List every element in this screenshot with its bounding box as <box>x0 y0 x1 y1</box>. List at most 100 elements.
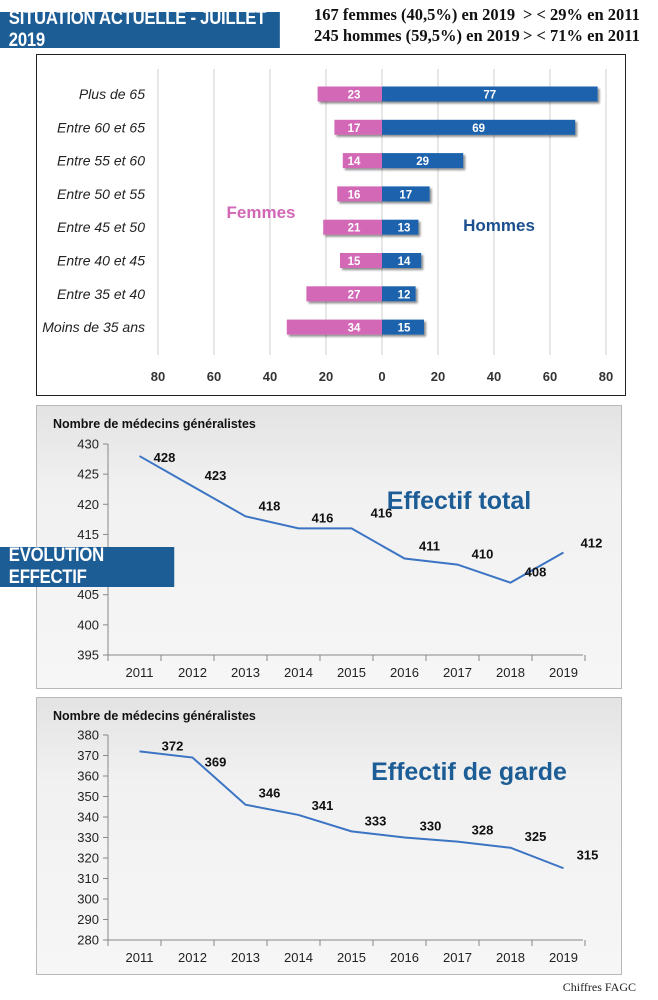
data-label: 372 <box>162 738 184 753</box>
data-label: 341 <box>312 798 334 813</box>
stat-men-2011: > < 71% en 2011 <box>523 26 640 45</box>
data-label: 330 <box>420 819 442 834</box>
data-label: 416 <box>371 505 393 520</box>
x-tick-label: 2011 <box>126 950 154 965</box>
y-tick-label: 360 <box>77 769 99 784</box>
bar-femmes <box>340 253 382 268</box>
series-line <box>139 750 564 870</box>
femmes-value-label: 23 <box>348 90 361 102</box>
y-tick-label: 380 <box>77 728 99 743</box>
x-tick-label: 0 <box>378 369 385 384</box>
data-label: 346 <box>259 786 281 801</box>
bar-femmes <box>342 153 382 169</box>
legend-femmes: Femmes <box>227 203 296 222</box>
stat-men: 245 hommes (59,5%) en 2019 <box>314 26 520 45</box>
x-tick-label: 2013 <box>231 950 260 965</box>
age-group-label: Entre 35 et 40 <box>57 286 145 302</box>
y-axis-title: Nombre de médecins généralistes <box>53 709 256 723</box>
data-label: 410 <box>472 547 494 562</box>
x-tick-label: 2019 <box>549 950 578 965</box>
y-tick-label: 330 <box>77 830 99 845</box>
x-tick-label: 60 <box>207 369 221 384</box>
y-tick-label: 425 <box>77 467 99 482</box>
x-tick-label: 2011 <box>126 665 154 680</box>
bar-hommes <box>382 253 422 268</box>
x-tick-label: 2012 <box>178 665 207 680</box>
x-tick-label: 2018 <box>496 665 525 680</box>
x-tick-label: 2013 <box>231 665 260 680</box>
bar-femmes <box>334 119 382 135</box>
x-tick-label: 2019 <box>549 665 578 680</box>
data-label: 418 <box>259 498 281 513</box>
hommes-value-label: 14 <box>398 256 411 268</box>
x-tick-label: 80 <box>599 369 613 384</box>
stat-women: 167 femmes (40,5%) en 2019 <box>314 5 516 24</box>
header-title-banner: SITUATION ACTUELLE - JUILLET 2019 <box>0 8 280 51</box>
y-tick-label: 395 <box>77 648 99 663</box>
y-tick-label: 350 <box>77 789 99 804</box>
stat-women-2011: > < 29% en 2011 <box>523 5 640 24</box>
x-tick-label: 2012 <box>178 950 207 965</box>
y-tick-label: 340 <box>77 810 99 825</box>
x-tick-label: 2015 <box>337 665 366 680</box>
bar-hommes <box>382 119 576 135</box>
y-tick-label: 370 <box>77 748 99 763</box>
x-tick-label: 40 <box>263 369 277 384</box>
chart-title: Effectif de garde <box>371 758 567 786</box>
hommes-value-label: 29 <box>416 156 429 168</box>
bar-femmes <box>317 86 382 102</box>
data-label: 412 <box>581 536 603 551</box>
femmes-value-label: 34 <box>348 323 361 335</box>
data-label: 416 <box>312 510 334 525</box>
femmes-value-label: 17 <box>348 123 361 135</box>
x-tick-label: 2017 <box>443 665 472 680</box>
age-group-label: Plus de 65 <box>79 86 145 102</box>
data-label: 328 <box>472 823 494 838</box>
y-tick-label: 290 <box>77 912 99 927</box>
x-tick-label: 80 <box>151 369 165 384</box>
femmes-value-label: 16 <box>348 189 361 201</box>
data-label: 333 <box>365 813 387 828</box>
data-label: 369 <box>205 755 227 770</box>
data-label: 428 <box>154 450 176 465</box>
y-tick-label: 300 <box>77 892 99 907</box>
data-label: 408 <box>525 565 547 580</box>
bar-hommes <box>382 153 464 169</box>
age-group-label: Entre 45 et 50 <box>57 219 145 235</box>
y-axis-title: Nombre de médecins généralistes <box>53 417 256 431</box>
effectif-garde-panel: Nombre de médecins généralistes 280 290 300… <box>36 697 622 975</box>
bar-hommes <box>382 286 416 302</box>
source-credit: Chiffres FAGC <box>562 980 636 994</box>
age-group-label: Entre 60 et 65 <box>57 119 145 135</box>
age-pyramid-chart: 80 60 40 20 0 20 40 60 80 Plus de 65 23 77 Entre 60 … <box>42 69 613 384</box>
age-group-label: Moins de 35 ans <box>42 319 145 335</box>
age-group-label: Entre 40 et 45 <box>57 253 145 269</box>
x-tick-label: 2016 <box>390 950 419 965</box>
hommes-value-label: 77 <box>483 90 496 102</box>
data-label: 411 <box>419 539 440 554</box>
x-tick-label: 60 <box>543 369 557 384</box>
hommes-value-label: 69 <box>472 123 485 135</box>
hommes-value-label: 15 <box>398 323 411 335</box>
femmes-value-label: 21 <box>348 223 361 235</box>
age-group-label: Entre 55 et 60 <box>57 153 145 169</box>
y-tick-label: 320 <box>77 851 99 866</box>
bar-femmes <box>286 319 382 335</box>
series-line <box>139 455 564 584</box>
x-tick-label: 2017 <box>443 950 472 965</box>
x-tick-label: 40 <box>487 369 501 384</box>
legend-hommes: Hommes <box>463 216 535 235</box>
bar-hommes <box>382 86 598 102</box>
bar-hommes <box>382 319 424 335</box>
data-label: 423 <box>205 468 227 483</box>
x-tick-label: 2014 <box>284 665 313 680</box>
data-label: 325 <box>525 829 547 844</box>
chart-title: Effectif total <box>387 487 531 515</box>
y-tick-label: 430 <box>77 437 99 452</box>
x-tick-label: 2016 <box>390 665 419 680</box>
y-tick-label: 310 <box>77 871 99 886</box>
bar-femmes <box>306 286 382 302</box>
femmes-value-label: 14 <box>348 156 361 168</box>
y-tick-label: 400 <box>77 617 99 632</box>
x-tick-label: 2014 <box>284 950 313 965</box>
